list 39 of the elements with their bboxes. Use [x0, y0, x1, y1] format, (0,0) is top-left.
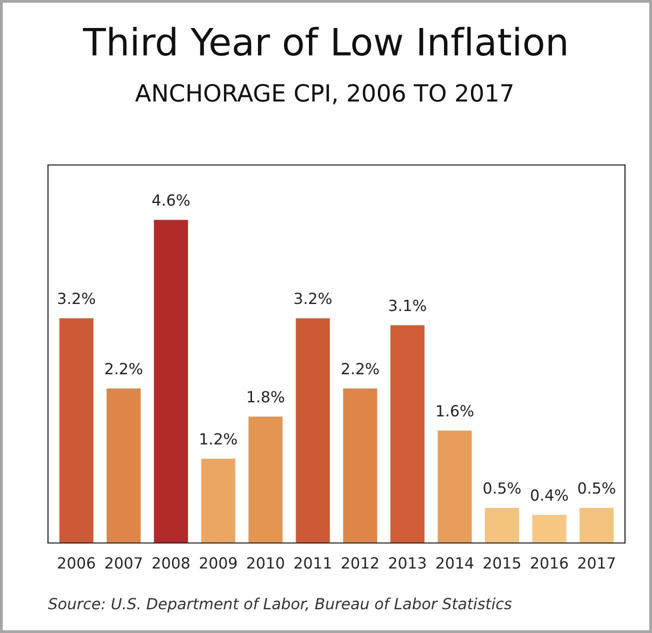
source-note: Source: U.S. Department of Labor, Bureau of Labor Statistics [48, 598, 512, 612]
bar [580, 508, 614, 543]
bar [59, 318, 94, 543]
data-label: 2.2% [342, 362, 379, 374]
x-tick-label: 2016 [531, 557, 568, 569]
bar [154, 220, 188, 543]
data-label: 2.2% [105, 362, 142, 374]
bar [390, 325, 424, 543]
chart-subtitle: ANCHORAGE CPI, 2006 TO 2017 [135, 84, 512, 104]
x-tick-label: 2009 [200, 557, 237, 569]
chart-title: Third Year of Low Inflation [82, 26, 566, 56]
bar [106, 388, 141, 543]
data-label: 4.6% [152, 194, 190, 206]
bar [343, 388, 378, 543]
x-tick-label: 2013 [389, 557, 426, 569]
x-tick-label: 2015 [484, 557, 520, 569]
bar [296, 318, 330, 543]
x-tick-label: 2011 [294, 557, 331, 569]
x-tick-label: 2010 [247, 557, 284, 569]
data-label: 0.5% [484, 482, 521, 494]
data-label: 0.4% [530, 489, 568, 501]
data-label: 0.5% [578, 482, 616, 494]
bar [248, 416, 283, 543]
bar [201, 458, 236, 543]
data-label: 1.8% [248, 390, 284, 403]
x-tick-label: 2008 [152, 557, 190, 569]
data-label: 3.1% [389, 300, 426, 312]
x-tick-label: 2017 [578, 557, 615, 569]
data-label: 3.2% [294, 292, 332, 304]
x-tick-label: 2012 [342, 557, 378, 569]
data-label: 1.6% [437, 405, 474, 417]
bar [485, 508, 520, 543]
data-label: 1.2% [200, 433, 237, 445]
bar [532, 514, 566, 543]
data-label: 3.2% [58, 292, 95, 304]
x-tick-label: 2006 [58, 557, 95, 569]
bar [438, 430, 472, 543]
x-tick-label: 2007 [105, 557, 142, 569]
x-tick-label: 2014 [436, 557, 474, 569]
